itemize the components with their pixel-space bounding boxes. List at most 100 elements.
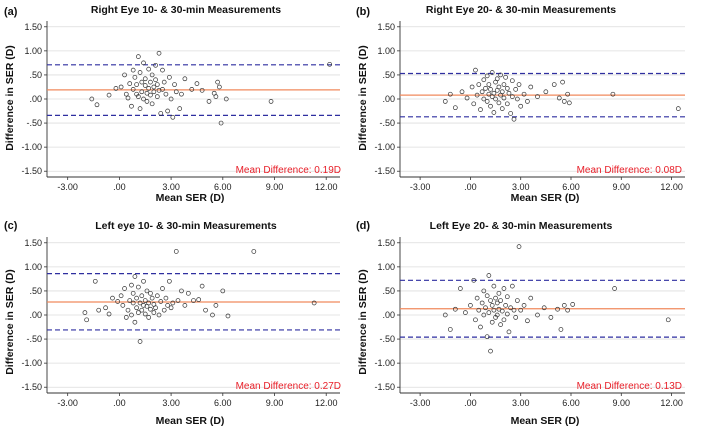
data-point: [566, 100, 572, 106]
data-point: [148, 79, 153, 85]
data-point: [560, 79, 565, 85]
data-point: [220, 288, 226, 294]
data-point: [156, 50, 162, 56]
data-point: [511, 116, 517, 122]
data-point: [173, 89, 179, 95]
data-point: [135, 54, 141, 59]
data-point: [146, 300, 152, 306]
data-point: [199, 87, 205, 93]
y-tick-label: 1.50: [24, 22, 42, 32]
data-point: [474, 92, 480, 98]
data-point: [543, 89, 549, 95]
y-tick-label: .50: [382, 70, 395, 80]
data-point: [501, 82, 507, 87]
data-point: [142, 311, 148, 317]
data-point: [535, 312, 540, 318]
data-point: [565, 307, 570, 313]
data-point: [493, 96, 498, 102]
y-tick-label: 1.50: [24, 238, 42, 248]
data-point: [148, 92, 153, 98]
data-point: [471, 101, 477, 107]
data-point: [154, 293, 160, 299]
y-tick-label: .00: [382, 94, 395, 104]
data-point: [168, 96, 174, 102]
data-point: [149, 295, 155, 301]
data-point: [459, 89, 465, 95]
data-point: [139, 89, 145, 95]
data-point: [167, 278, 172, 284]
data-point: [139, 307, 145, 313]
data-point: [561, 303, 567, 308]
data-point: [92, 278, 98, 284]
data-point: [118, 84, 124, 90]
data-point: [96, 307, 102, 313]
x-tick-label: 9.00: [266, 398, 284, 408]
x-tick-label: 12.00: [315, 398, 338, 408]
chart-title: Right Eye 10- & 30-min Measurements: [91, 4, 281, 16]
y-axis-label: Difference in SER (D): [4, 45, 16, 151]
data-point: [135, 284, 141, 290]
data-point: [115, 299, 121, 304]
data-point: [141, 278, 146, 284]
data-point: [496, 290, 502, 296]
x-tick-label: 6.00: [214, 398, 232, 408]
data-point: [501, 317, 507, 323]
y-tick-label: -1.50: [21, 166, 42, 176]
data-point: [127, 81, 133, 86]
chart-title: Left eye 10- & 30-min Measurements: [95, 220, 277, 232]
data-point: [206, 99, 212, 104]
data-point: [167, 74, 172, 80]
data-point: [486, 310, 492, 315]
data-point: [134, 305, 139, 311]
data-point: [122, 286, 127, 291]
x-tick-label: 6.00: [214, 182, 232, 192]
data-point: [151, 89, 157, 95]
data-point: [511, 307, 517, 313]
data-point: [447, 327, 453, 332]
data-point: [506, 90, 512, 96]
data-point: [506, 329, 512, 335]
y-axis-label: Difference in SER (D): [357, 269, 369, 375]
panel-label: (d): [356, 220, 370, 232]
data-point: [491, 90, 497, 96]
data-point: [182, 76, 188, 82]
y-tick-label: -1.00: [374, 358, 395, 368]
data-point: [558, 327, 564, 332]
x-tick-label: 12.00: [315, 182, 338, 192]
data-point: [129, 282, 134, 288]
data-point: [488, 348, 493, 354]
data-point: [496, 84, 502, 90]
data-point: [132, 274, 138, 279]
data-point: [139, 79, 145, 85]
data-point: [513, 315, 519, 320]
data-point: [484, 334, 490, 340]
data-point: [151, 310, 157, 315]
data-point: [163, 91, 169, 97]
data-point: [177, 106, 183, 111]
y-tick-label: 1.50: [377, 238, 395, 248]
data-point: [489, 70, 495, 75]
data-point: [132, 319, 138, 325]
data-point: [106, 92, 112, 98]
x-tick-label: 3.00: [162, 398, 180, 408]
data-point: [144, 288, 150, 294]
data-point: [120, 303, 126, 308]
y-tick-label: 1.00: [377, 262, 395, 272]
x-axis-label: Mean SER (D): [511, 415, 580, 427]
data-point: [199, 283, 205, 289]
data-point: [468, 303, 473, 308]
data-point: [481, 77, 487, 83]
data-point: [447, 91, 453, 97]
data-point: [311, 300, 317, 306]
y-tick-label: -.50: [26, 334, 42, 344]
data-point: [160, 87, 165, 92]
x-tick-label: 3.00: [162, 182, 180, 192]
plot-area: 1.50 1.00 .50 .00 -.50 -1.00 -1.50 -3.00 .00 3.00…: [374, 21, 685, 192]
plot-area: 1.50 1.00 .50 .00 -.50 -1.00 -1.50 -3.00 .00 3.00…: [21, 237, 340, 408]
data-point: [137, 339, 143, 344]
data-point: [161, 79, 167, 85]
data-point: [196, 297, 202, 302]
y-tick-label: -1.50: [374, 166, 395, 176]
data-point: [521, 91, 527, 97]
data-point: [469, 84, 475, 90]
